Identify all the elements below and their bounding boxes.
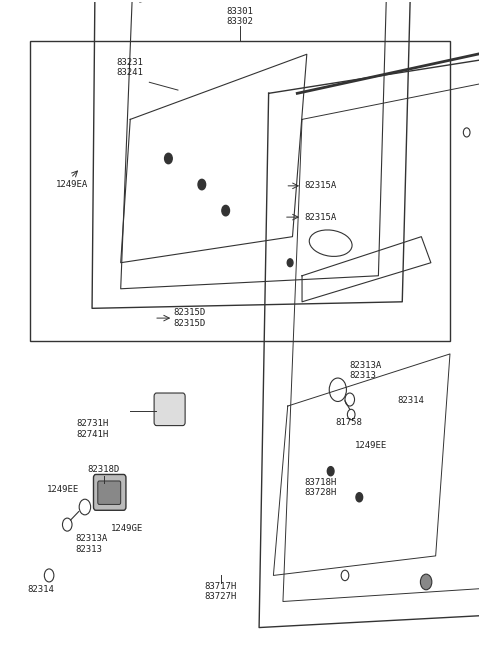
Text: 82314: 82314 [397, 396, 424, 405]
Text: 83717H
83727H: 83717H 83727H [205, 582, 237, 601]
Circle shape [165, 153, 172, 164]
Text: 82315A: 82315A [304, 213, 336, 221]
Text: 1249GE: 1249GE [111, 524, 144, 533]
Text: 81758: 81758 [336, 418, 362, 427]
Circle shape [356, 493, 363, 502]
Text: 82313A
82313: 82313A 82313 [350, 360, 382, 380]
Text: 83301
83302: 83301 83302 [227, 7, 253, 26]
Circle shape [420, 574, 432, 590]
Bar [30, 41, 450, 341]
Text: 82315D
82315D: 82315D 82315D [173, 309, 205, 328]
Text: 82731H
82741H: 82731H 82741H [76, 419, 108, 439]
Text: 82318D: 82318D [88, 466, 120, 474]
Text: 1249EE: 1249EE [47, 485, 79, 494]
Circle shape [198, 179, 205, 190]
Text: 82315A: 82315A [304, 181, 336, 191]
Circle shape [222, 206, 229, 215]
Circle shape [327, 466, 334, 476]
FancyBboxPatch shape [154, 393, 185, 426]
Text: 1249EE: 1249EE [355, 441, 387, 449]
Text: 82313A
82313: 82313A 82313 [75, 534, 108, 554]
Text: 1249EA: 1249EA [56, 180, 88, 189]
FancyBboxPatch shape [94, 474, 126, 510]
Text: 83231
83241: 83231 83241 [117, 58, 144, 77]
Text: 82314: 82314 [28, 586, 55, 594]
Text: 83718H
83728H: 83718H 83728H [304, 477, 336, 497]
FancyBboxPatch shape [98, 481, 120, 504]
Circle shape [287, 259, 293, 267]
